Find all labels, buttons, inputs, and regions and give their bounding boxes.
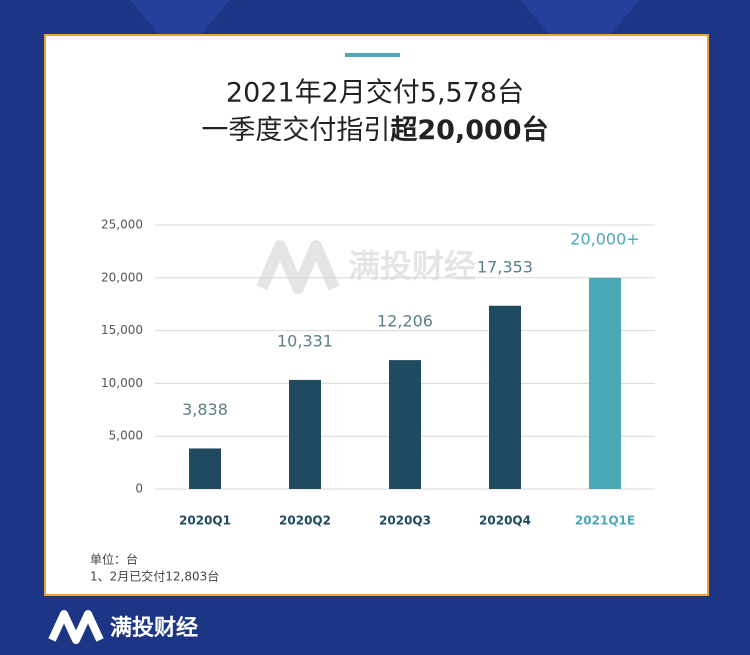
x-tick-label: 2020Q1 (179, 514, 231, 528)
watermark: 满投财经 (256, 240, 476, 294)
subtitle-bold: 超20,000台 (390, 114, 548, 146)
y-tick-label: 15,000 (101, 323, 143, 337)
bar (289, 379, 321, 489)
chart-subtitle: 一季度交付指引超20,000台 (201, 114, 548, 146)
bar (189, 448, 221, 489)
note: 1、2月已交付12,803台 (90, 569, 219, 584)
bar (389, 360, 421, 489)
x-tick-label: 2020Q4 (479, 514, 531, 528)
brand-text: 满投财经 (110, 615, 198, 641)
x-tick-label: 2020Q2 (279, 514, 331, 528)
y-tick-label: 5,000 (109, 429, 143, 443)
bar (589, 277, 621, 489)
bar (489, 305, 521, 489)
subtitle-text: 一季度交付指引 (201, 115, 390, 146)
value-label: 3,838 (182, 400, 228, 419)
x-tick-label: 2021Q1E (575, 514, 635, 528)
y-tick-label: 20,000 (101, 270, 143, 284)
y-tick-label: 25,000 (101, 218, 143, 232)
y-tick-label: 0 (135, 482, 143, 496)
brand-logo (48, 610, 104, 644)
y-tick-label: 10,000 (101, 376, 143, 390)
value-label: 20,000+ (570, 229, 639, 248)
note: 单位：台 (90, 552, 138, 567)
watermark-text: 满投财经 (348, 247, 476, 285)
watermark-logo (256, 240, 340, 294)
value-label: 10,331 (277, 331, 333, 350)
value-label: 12,206 (377, 312, 433, 331)
x-tick-label: 2020Q3 (379, 514, 431, 528)
value-label: 17,353 (477, 257, 533, 276)
chart-title: 2021年2月交付5,578台 (226, 78, 524, 109)
decor (130, 0, 230, 60)
accent-line (345, 53, 400, 57)
